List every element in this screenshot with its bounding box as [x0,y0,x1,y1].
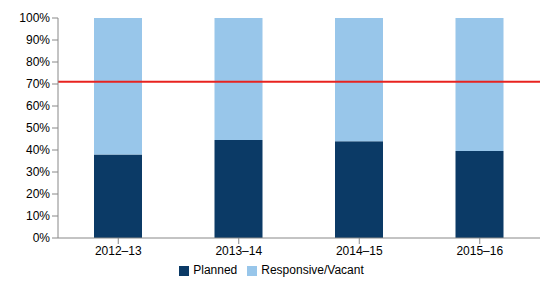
svg-text:50%: 50% [26,121,50,135]
svg-text:2012–13: 2012–13 [95,244,142,258]
svg-text:2015–16: 2015–16 [456,244,503,258]
svg-text:30%: 30% [26,165,50,179]
svg-text:0%: 0% [33,231,51,245]
svg-text:90%: 90% [26,33,50,47]
html-text:Responsive/Vacant: Responsive/Vacant [261,263,364,277]
svg-text:60%: 60% [26,99,50,113]
svg-text:40%: 40% [26,143,50,157]
svg-text:100%: 100% [19,11,50,25]
svg-text:20%: 20% [26,187,50,201]
svg-text:2013–14: 2013–14 [215,244,262,258]
html-text:Planned: Planned [193,263,238,277]
svg-text:80%: 80% [26,55,50,69]
svg-text:2014–15: 2014–15 [336,244,383,258]
svg-text:70%: 70% [26,77,50,91]
svg-text:10%: 10% [26,209,50,223]
